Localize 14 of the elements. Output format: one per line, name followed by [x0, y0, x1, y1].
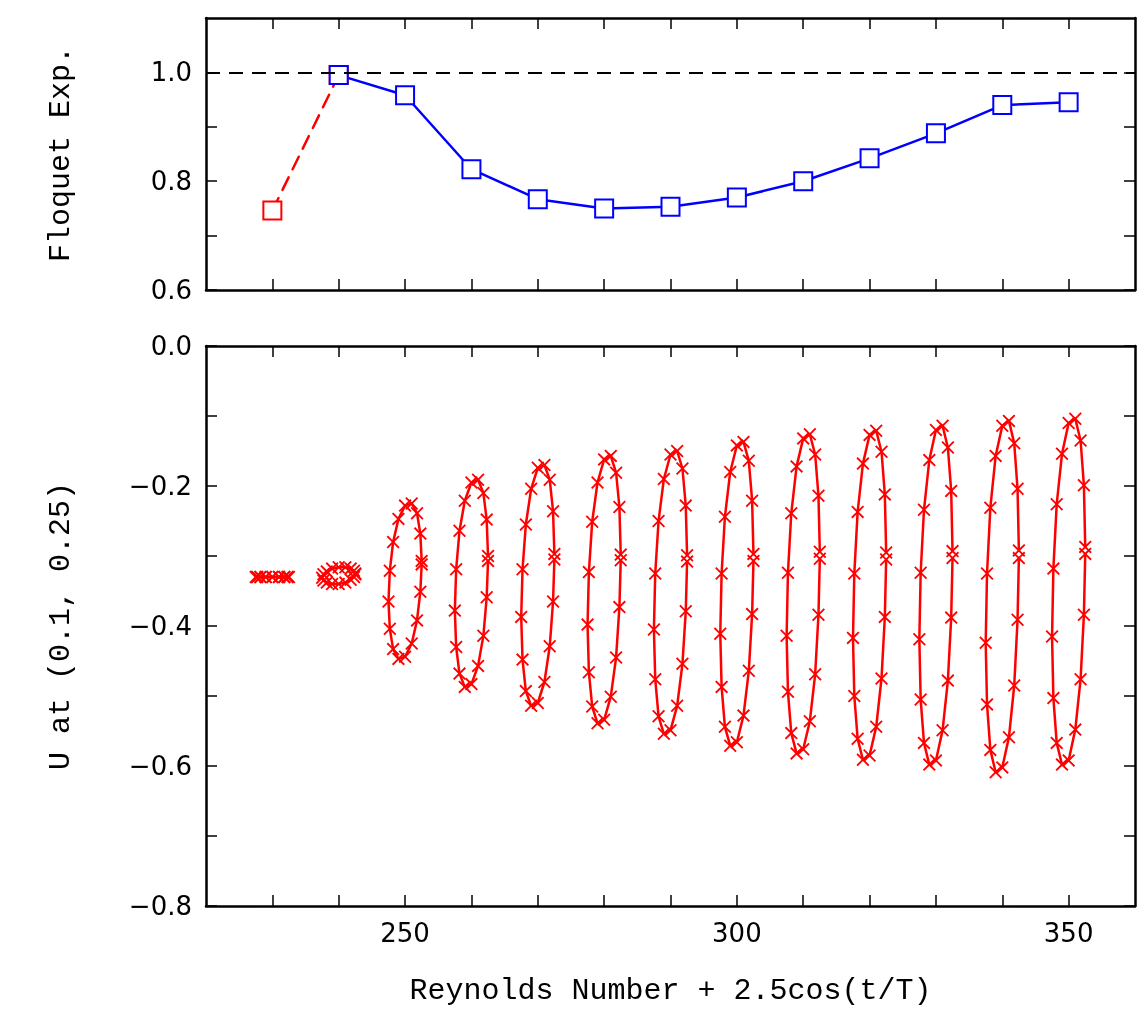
y-tick-label: 0.8 — [150, 166, 192, 197]
y-tick-label: −0.8 — [128, 891, 192, 921]
y-tick-label: −0.4 — [128, 611, 192, 641]
x-tick-label: 250 — [380, 918, 430, 948]
x-tick-label: 300 — [712, 918, 762, 948]
y-tick-label: 0.0 — [150, 331, 192, 361]
y-tick-label: 1.0 — [150, 57, 192, 88]
y-tick-label: 0.6 — [150, 275, 192, 305]
y-tick-label: −0.2 — [128, 471, 192, 501]
y-axis-title: U at (0.1, 0.25) — [44, 481, 78, 771]
y-axis-title: Floquet Exp. — [44, 45, 78, 263]
x-tick-label: 350 — [1043, 918, 1094, 948]
y-tick-label: −0.6 — [128, 751, 192, 781]
x-axis-title: Reynolds Number + 2.5cos(t/T) — [409, 974, 932, 1008]
